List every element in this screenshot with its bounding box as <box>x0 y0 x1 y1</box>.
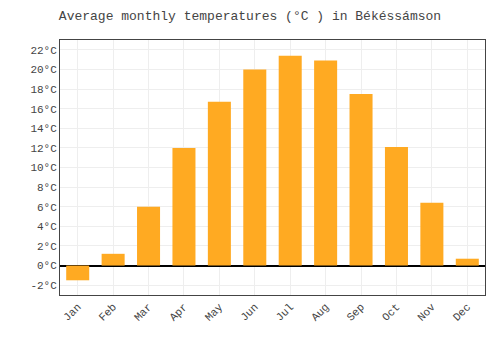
svg-text:2°C: 2°C <box>37 241 57 253</box>
svg-text:Oct: Oct <box>380 301 402 323</box>
svg-text:12°C: 12°C <box>30 143 57 155</box>
svg-text:22°C: 22°C <box>30 45 57 57</box>
svg-text:Apr: Apr <box>167 301 189 323</box>
svg-text:May: May <box>203 301 226 324</box>
svg-text:20°C: 20°C <box>30 64 57 76</box>
svg-text:Average monthly temperatures (: Average monthly temperatures (°C ) in Bé… <box>59 9 441 24</box>
svg-text:4°C: 4°C <box>37 221 57 233</box>
svg-text:Aug: Aug <box>309 301 331 323</box>
svg-text:Sep: Sep <box>345 301 367 323</box>
svg-text:14°C: 14°C <box>30 123 57 135</box>
svg-text:8°C: 8°C <box>37 182 57 194</box>
svg-text:18°C: 18°C <box>30 84 57 96</box>
svg-text:Jul: Jul <box>274 301 296 323</box>
svg-text:-2°C: -2°C <box>30 280 57 292</box>
svg-text:Nov: Nov <box>415 301 438 324</box>
svg-text:Feb: Feb <box>97 301 119 323</box>
svg-text:Dec: Dec <box>451 301 473 323</box>
svg-text:Mar: Mar <box>132 301 154 323</box>
svg-text:Jun: Jun <box>238 301 260 323</box>
svg-text:16°C: 16°C <box>30 104 57 116</box>
svg-text:Jan: Jan <box>61 301 83 323</box>
svg-text:10°C: 10°C <box>30 162 57 174</box>
svg-text:0°C: 0°C <box>37 260 57 272</box>
svg-text:6°C: 6°C <box>37 202 57 214</box>
